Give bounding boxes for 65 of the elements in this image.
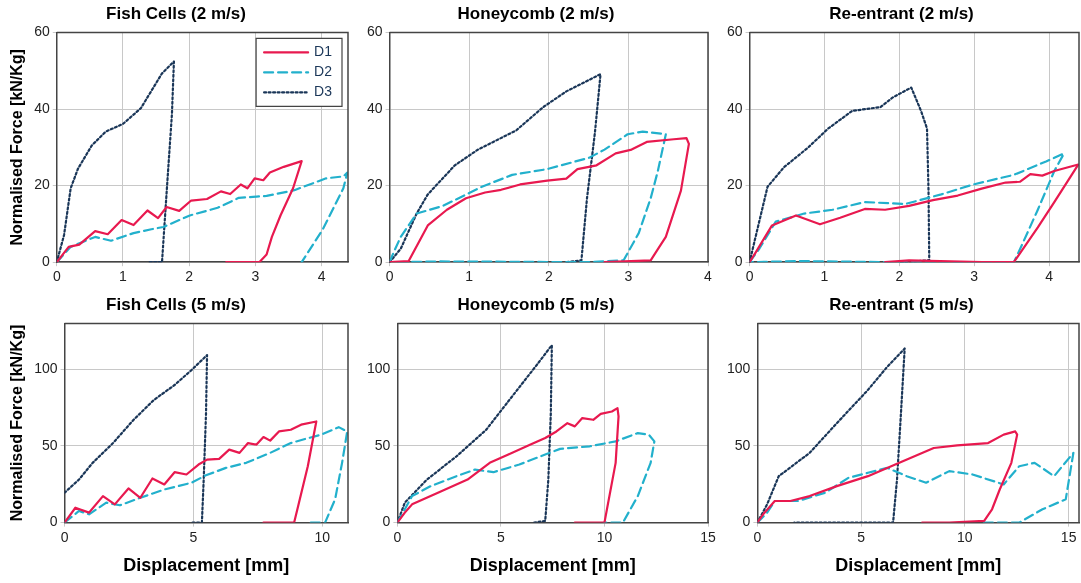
legend-label: D2: [314, 63, 333, 80]
x-tick-label: 10: [314, 528, 331, 545]
x-tick-label: 15: [700, 528, 716, 545]
y-tick-label: 100: [367, 360, 391, 377]
y-axis-title: Normalised Force [kN/Kg]: [8, 324, 26, 522]
x-tick-label: 4: [1045, 268, 1054, 285]
chart-title: Re-entrant (2 m/s): [829, 3, 974, 23]
y-tick-label: 20: [34, 176, 50, 193]
y-tick-label: 50: [41, 436, 58, 453]
chart-title: Re-entrant (5 m/s): [829, 294, 974, 314]
x-tick-label: 15: [1060, 528, 1077, 545]
x-axis-title: Displacement [mm]: [469, 555, 636, 576]
x-tick-label: 5: [189, 528, 198, 545]
y-tick-label: 0: [374, 253, 383, 270]
line-series: [397, 344, 553, 523]
chart-title: Fish Cells (5 m/s): [106, 294, 246, 314]
line-series: [749, 86, 931, 263]
y-tick-label: 0: [49, 513, 58, 530]
y-tick-label: 0: [734, 253, 743, 270]
x-tick-label: 0: [393, 528, 402, 545]
x-tick-label: 3: [251, 268, 260, 285]
y-tick-label: 0: [742, 513, 751, 530]
x-tick-label: 5: [857, 528, 866, 545]
x-tick-label: 2: [895, 268, 904, 285]
x-tick-label: 10: [596, 528, 613, 545]
x-tick-label: 1: [119, 268, 128, 285]
y-axis-title: Normalised Force [kN/Kg]: [8, 49, 26, 246]
chart-title: Honeycomb (5 m/s): [457, 294, 615, 314]
y-tick-label: 40: [366, 99, 383, 116]
x-axis-title: Displacement [mm]: [835, 555, 1002, 576]
x-tick-label: 0: [753, 528, 762, 545]
y-tick-label: 100: [34, 360, 58, 377]
x-tick-label: 3: [624, 268, 633, 285]
line-series: [64, 354, 209, 523]
legend-label: D3: [314, 83, 333, 100]
line-series: [56, 60, 176, 263]
x-tick-label: 4: [317, 268, 326, 285]
y-tick-label: 0: [41, 253, 50, 270]
y-tick-label: 50: [734, 436, 751, 453]
y-tick-label: 50: [374, 436, 391, 453]
y-tick-label: 60: [726, 23, 743, 40]
x-tick-label: 0: [60, 528, 69, 545]
y-tick-label: 40: [34, 99, 50, 116]
y-tick-label: 20: [366, 176, 383, 193]
y-tick-label: 40: [726, 99, 743, 116]
x-axis-title: Displacement [mm]: [123, 555, 290, 576]
x-tick-label: 3: [970, 268, 979, 285]
legend-label: D1: [314, 43, 333, 60]
x-tick-label: 5: [497, 528, 506, 545]
y-tick-label: 20: [726, 176, 743, 193]
line-series: [397, 432, 656, 523]
y-tick-label: 60: [366, 23, 383, 40]
x-tick-label: 1: [820, 268, 829, 285]
x-tick-label: 4: [704, 268, 713, 285]
chart-title: Fish Cells (2 m/s): [106, 3, 246, 23]
x-tick-label: 2: [544, 268, 553, 285]
chart-title: Honeycomb (2 m/s): [457, 3, 615, 23]
x-tick-label: 10: [957, 528, 973, 545]
y-tick-label: 100: [727, 360, 751, 377]
y-tick-label: 0: [382, 513, 391, 530]
x-tick-label: 1: [465, 268, 474, 285]
y-tick-label: 60: [34, 23, 50, 40]
x-tick-label: 2: [185, 268, 194, 285]
line-series: [757, 451, 1075, 523]
line-series: [389, 73, 602, 263]
